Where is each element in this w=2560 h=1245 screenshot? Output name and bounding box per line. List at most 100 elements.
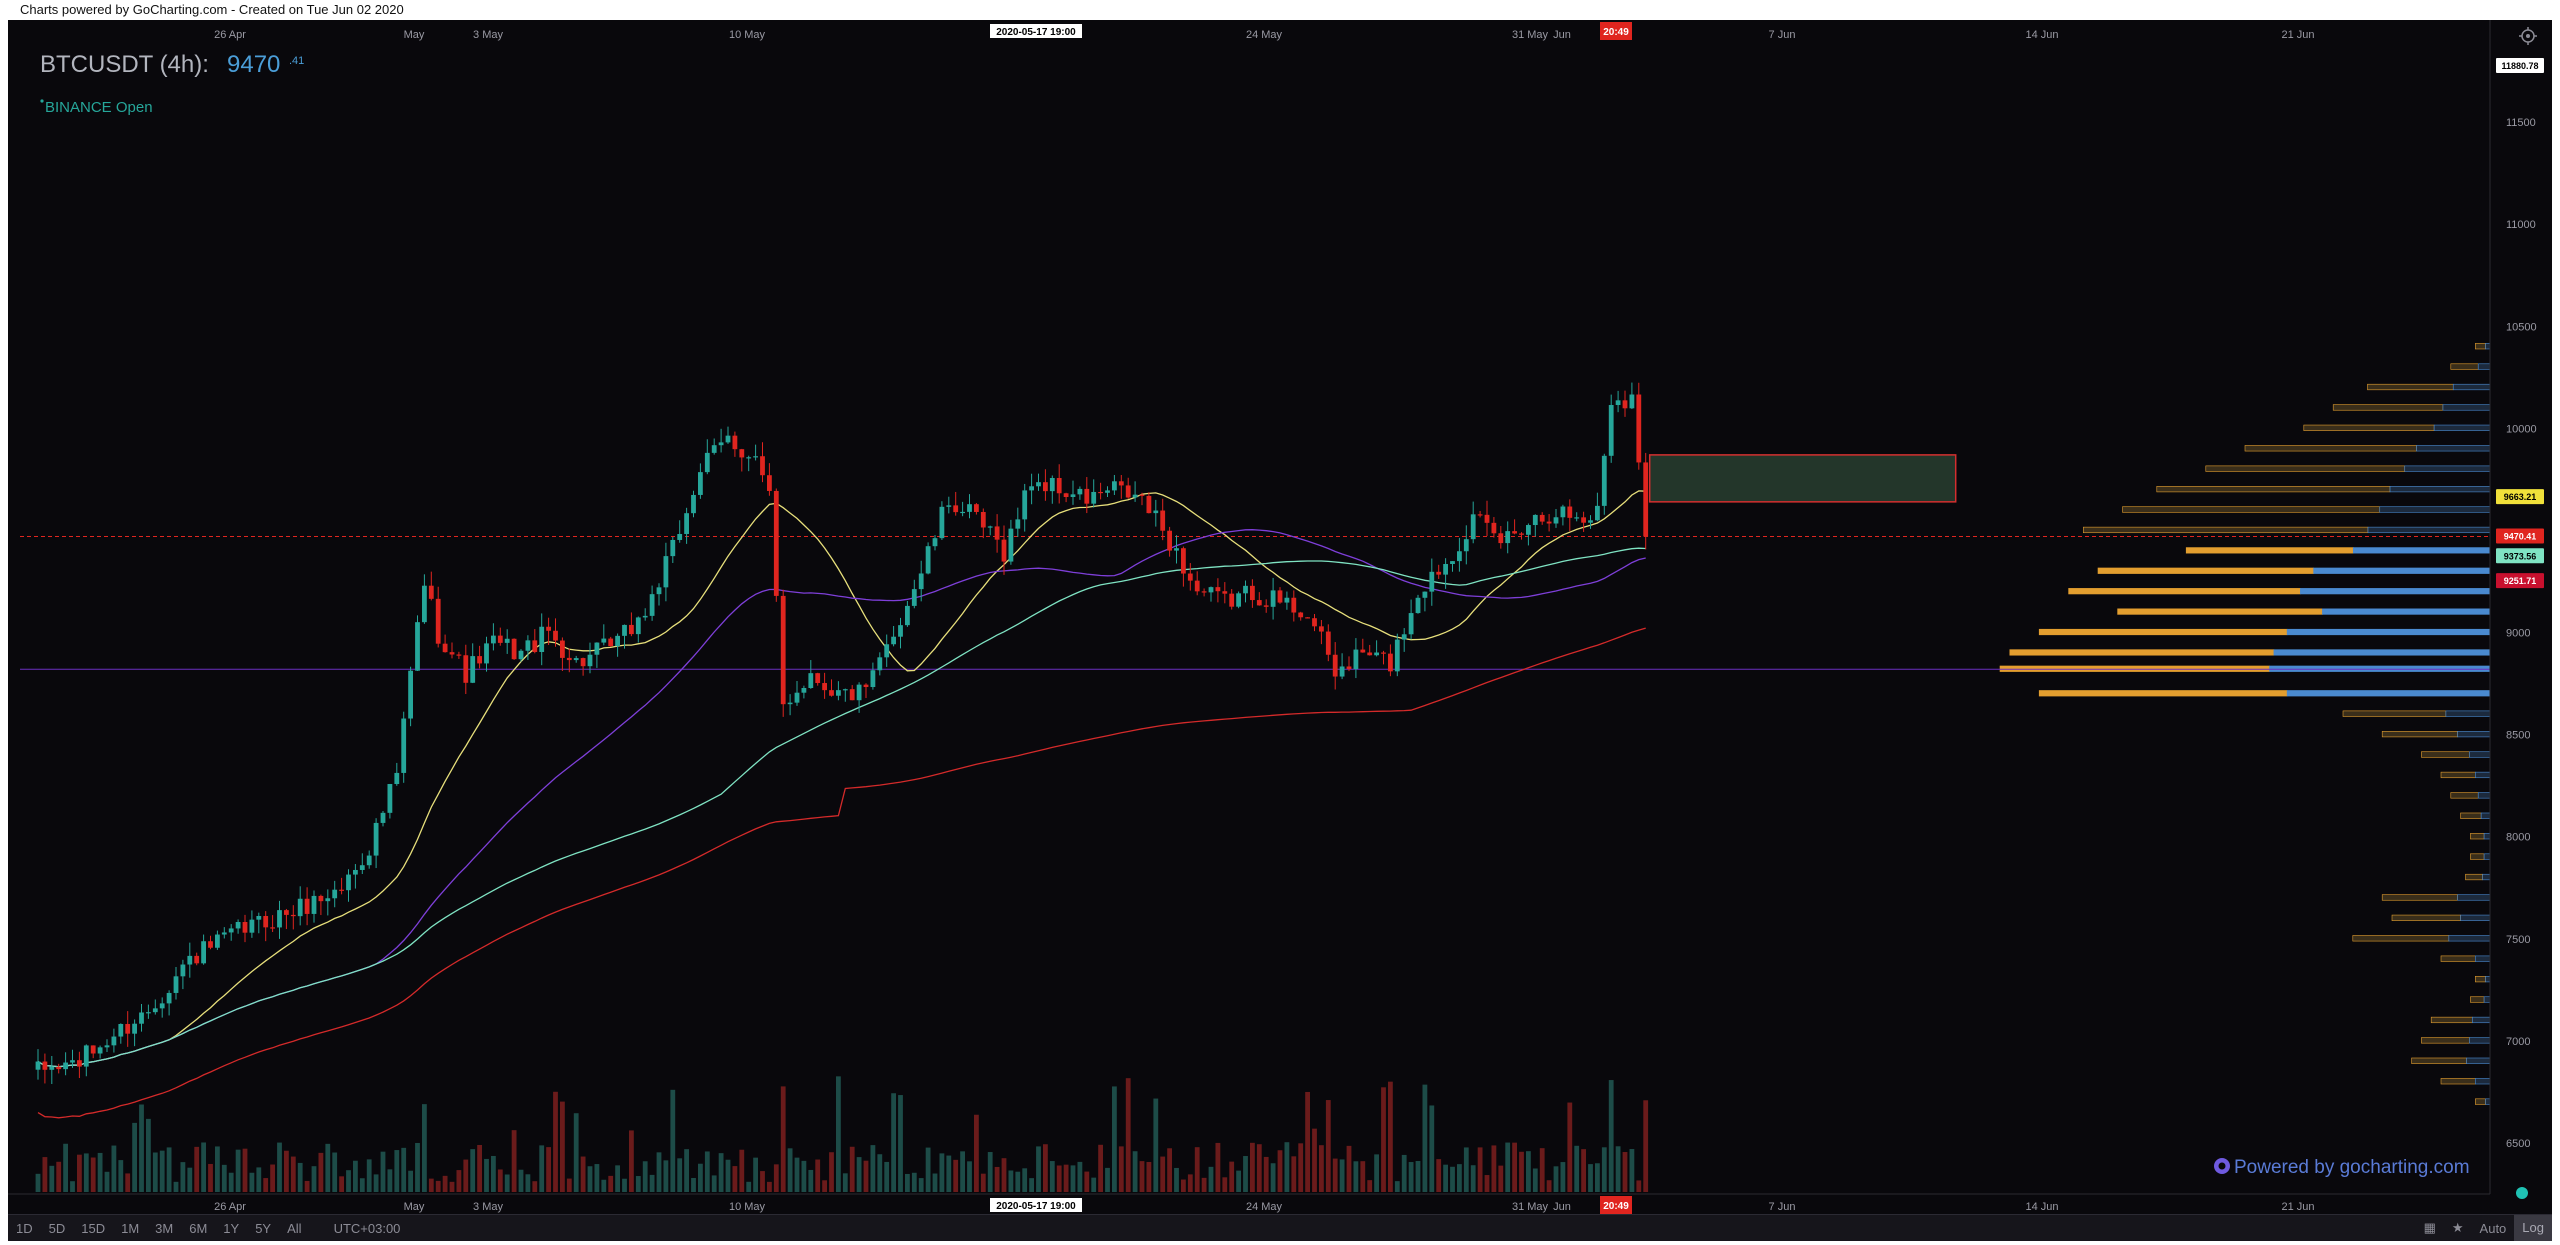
- volume-bar: [753, 1157, 758, 1192]
- volume-bar: [684, 1149, 689, 1192]
- volume-bar: [284, 1150, 289, 1192]
- candle-body: [1029, 486, 1034, 491]
- candle-body: [1498, 533, 1504, 544]
- volume-bar: [546, 1147, 551, 1192]
- candle-body: [201, 941, 206, 964]
- candle-body: [622, 624, 627, 636]
- timeframe-5d[interactable]: 5D: [48, 1220, 66, 1236]
- candle-body: [1056, 477, 1062, 494]
- volume-bar: [884, 1161, 890, 1192]
- timeframe-15d[interactable]: 15D: [81, 1220, 106, 1236]
- volume-bar: [1277, 1150, 1283, 1192]
- price-tick-label: 11000: [2506, 219, 2536, 231]
- profile-bar-buy: [2352, 547, 2491, 554]
- volume-bar: [242, 1148, 248, 1192]
- price-chart[interactable]: 26 Apr 26 Apr May May 3 May 3 May 10 May 10 May…: [8, 20, 2552, 1220]
- candle-body: [408, 670, 413, 719]
- log-scale-button[interactable]: Log: [2514, 1215, 2552, 1241]
- profile-bar-buy: [2477, 792, 2491, 799]
- countdown-top-bg: [1600, 22, 1632, 40]
- grid-icon[interactable]: ▦: [2423, 1220, 2436, 1235]
- profile-bar-sell: [2475, 1098, 2486, 1105]
- candle-body: [842, 689, 848, 691]
- volume-bar: [456, 1170, 462, 1192]
- candle-body: [228, 928, 234, 933]
- volume-bar: [152, 1152, 158, 1192]
- volume-bar: [704, 1151, 710, 1192]
- gear-icon[interactable]: [2519, 27, 2537, 45]
- candle-body: [194, 955, 200, 964]
- volume-bar: [249, 1172, 255, 1192]
- volume-bar: [1146, 1161, 1152, 1192]
- volume-bar: [297, 1162, 303, 1192]
- volume-bar: [256, 1167, 262, 1192]
- timeframe-1y[interactable]: 1Y: [223, 1220, 240, 1236]
- star-icon[interactable]: ★: [2451, 1220, 2464, 1235]
- timezone-selector[interactable]: UTC+03:00: [333, 1220, 401, 1236]
- candle-body: [1201, 591, 1207, 593]
- volume-bar: [304, 1180, 310, 1192]
- chart-background: [8, 20, 2552, 1220]
- symbol-title: BTCUSDT (4h):: [40, 51, 209, 78]
- profile-bar-buy: [2460, 914, 2491, 921]
- timeframe-5y[interactable]: 5Y: [255, 1220, 272, 1236]
- volume-bar: [290, 1156, 296, 1192]
- volume-bar: [477, 1144, 482, 1192]
- volume-bar: [1491, 1145, 1497, 1192]
- candle-body: [698, 472, 703, 495]
- timeframe-6m[interactable]: 6M: [189, 1220, 208, 1236]
- volume-bar: [1091, 1177, 1097, 1192]
- candle-body: [1581, 517, 1586, 523]
- volume-bar: [974, 1114, 979, 1192]
- time-tick-label-top: 7 Jun: [1769, 29, 1796, 41]
- candle-body: [422, 585, 427, 623]
- price-tag-label: 9373.56: [2504, 551, 2537, 561]
- candle-body: [1636, 394, 1642, 463]
- timeframe-3m[interactable]: 3M: [155, 1220, 174, 1236]
- profile-bar-buy: [2485, 343, 2491, 350]
- profile-bar-buy: [2269, 665, 2491, 672]
- gocharting-watermark[interactable]: Powered by gocharting.com: [2214, 1157, 2470, 1178]
- volume-bar: [1353, 1161, 1359, 1192]
- timeframe-1d[interactable]: 1D: [16, 1220, 33, 1236]
- volume-bar: [918, 1178, 924, 1192]
- volume-bar: [1291, 1156, 1297, 1192]
- rectangle-drawing[interactable]: [1648, 454, 1957, 503]
- candle-body: [1250, 585, 1255, 601]
- volume-bar: [235, 1149, 241, 1192]
- timeframe-1m[interactable]: 1M: [121, 1220, 140, 1236]
- volume-bar: [1470, 1165, 1476, 1192]
- candle-body: [1291, 597, 1297, 613]
- exchange-status: BINANCE Open: [45, 99, 153, 116]
- timeframe-all[interactable]: All: [287, 1220, 302, 1236]
- volume-bar: [815, 1159, 821, 1192]
- price-axis-labels[interactable]: 11500 11000 10500 10000 9000 8500 8000 7500 7000…: [2506, 117, 2537, 1150]
- candle-body: [704, 452, 710, 473]
- candle-body: [1118, 481, 1124, 486]
- candle-body: [849, 689, 855, 701]
- candle-body: [877, 657, 883, 671]
- profile-bar-sell: [2367, 383, 2454, 391]
- candle-body: [63, 1062, 68, 1070]
- volume-bar: [870, 1145, 876, 1192]
- candle-body: [125, 1023, 131, 1034]
- volume-bar: [422, 1104, 427, 1192]
- candle-body: [905, 605, 910, 626]
- volume-bar: [1312, 1128, 1317, 1192]
- profile-bar-buy: [2416, 445, 2491, 452]
- profile-bar-sell: [2303, 424, 2435, 431]
- volume-bar: [580, 1156, 586, 1192]
- candle-body: [1367, 652, 1373, 656]
- volume-bar: [642, 1161, 648, 1192]
- candle-body: [435, 598, 441, 644]
- volume-bar: [1463, 1147, 1469, 1192]
- profile-bar-sell: [2440, 1078, 2476, 1085]
- candle-body: [373, 822, 379, 856]
- auto-scale-button[interactable]: Auto: [2479, 1220, 2507, 1236]
- candle-body: [863, 684, 869, 688]
- profile-bar-sell: [2122, 506, 2381, 513]
- candle-body: [1615, 400, 1621, 406]
- chart-container[interactable]: 26 Apr 26 Apr May May 3 May 3 May 10 May 10 May…: [8, 20, 2552, 1220]
- profile-bar-sell: [2470, 996, 2485, 1003]
- candle-body: [332, 889, 338, 899]
